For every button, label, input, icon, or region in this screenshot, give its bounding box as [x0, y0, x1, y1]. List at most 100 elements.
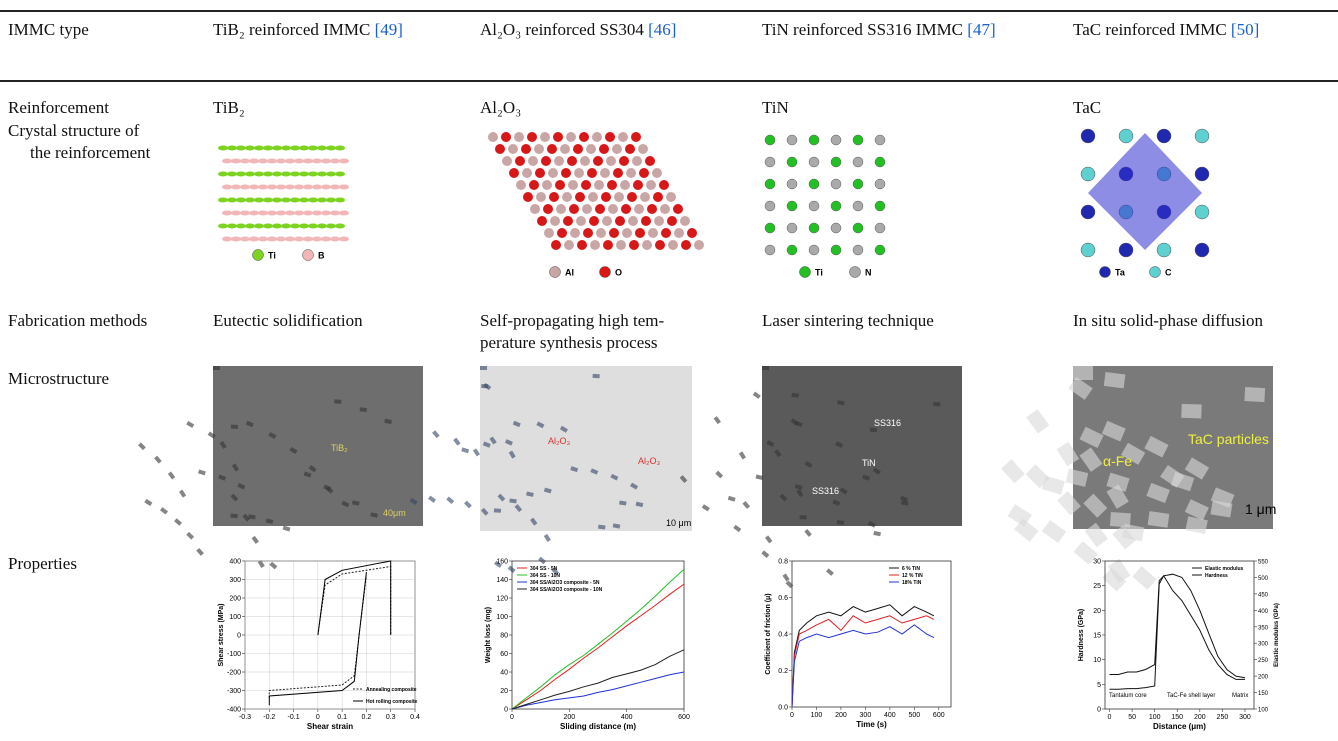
x-tick-label: 300 [860, 712, 872, 719]
x-tick-label: 0 [790, 712, 794, 719]
atom [561, 168, 571, 178]
grain [186, 532, 194, 540]
crystal-image [1081, 129, 1209, 257]
atom [249, 159, 259, 164]
atom [326, 172, 336, 177]
atom [335, 198, 345, 203]
y2-tick-label: 150 [1258, 691, 1269, 697]
atom [528, 156, 538, 166]
micro-label: TaC particles [1188, 431, 1269, 447]
y2-tick-label: 550 [1258, 560, 1269, 566]
y-tick-label: 30 [1093, 559, 1101, 566]
atom [549, 192, 559, 202]
crystal-image [488, 132, 704, 250]
atom [502, 156, 512, 166]
atom [339, 237, 349, 242]
atom [853, 157, 863, 167]
y-tick-label: 0 [1097, 707, 1101, 714]
atom [236, 146, 246, 151]
grain [473, 448, 480, 456]
atom [653, 192, 663, 202]
y-tick-label: 0.2 [778, 668, 788, 675]
atom [1081, 243, 1095, 257]
atom [290, 224, 300, 229]
atom [586, 144, 596, 154]
atom [680, 216, 690, 226]
y-tick-label: 0.6 [778, 595, 788, 602]
atom [569, 204, 579, 214]
y-tick-label: 15 [1093, 633, 1101, 640]
atom [290, 172, 300, 177]
atom [687, 228, 697, 238]
atom [285, 159, 295, 164]
atom [853, 223, 863, 233]
atom [1119, 129, 1133, 143]
atom [831, 179, 841, 189]
atom [317, 198, 327, 203]
micro-label: 40μm [383, 508, 406, 518]
atom [330, 185, 340, 190]
y2-tick-label: 200 [1258, 675, 1269, 681]
grain [544, 534, 551, 542]
atom [267, 159, 277, 164]
y-tick-label: 100 [496, 614, 508, 621]
atom [853, 135, 863, 145]
atom [659, 180, 669, 190]
atom [588, 192, 598, 202]
x-axis-label: Distance (μm) [1153, 722, 1206, 731]
atom [605, 132, 615, 142]
atom [240, 185, 250, 190]
atom [339, 159, 349, 164]
micro-label: 10 μm [666, 518, 691, 528]
y-axis-label: Shear stress (MPa) [218, 603, 225, 666]
y-axis-label: Hardness (GPa) [1078, 609, 1085, 662]
grain [213, 366, 220, 370]
atom [596, 228, 606, 238]
x-axis-label: Sliding distance (m) [560, 722, 636, 731]
atom [765, 223, 775, 233]
atom [258, 185, 268, 190]
atom [673, 204, 683, 214]
atom [655, 240, 665, 250]
atom [553, 132, 563, 142]
y-tick-label: 0 [237, 633, 241, 640]
series-line [792, 625, 934, 707]
atom [551, 240, 561, 250]
micrograph [762, 366, 962, 526]
atom [281, 172, 291, 177]
atom [638, 144, 648, 154]
atom [765, 201, 775, 211]
plot-frame [1105, 561, 1254, 709]
atom [616, 240, 626, 250]
atom [299, 224, 309, 229]
grain [138, 442, 146, 450]
atom [600, 168, 610, 178]
atom [634, 204, 644, 214]
grain [446, 496, 454, 504]
atom [560, 144, 570, 154]
atom [258, 159, 268, 164]
atom [495, 144, 505, 154]
atom [335, 146, 345, 151]
atom [227, 146, 237, 151]
y-tick-label: 120 [496, 596, 508, 603]
atom [290, 198, 300, 203]
atom [285, 185, 295, 190]
atom [640, 192, 650, 202]
atom [875, 245, 885, 255]
atom [809, 179, 819, 189]
atom [272, 198, 282, 203]
atom [501, 132, 511, 142]
y-tick-label: 200 [229, 596, 241, 603]
atom [654, 216, 664, 226]
atom [263, 172, 273, 177]
y2-tick-label: 400 [1258, 609, 1269, 615]
series-line [512, 584, 684, 709]
x-tick-label: 600 [933, 712, 945, 719]
atom [245, 146, 255, 151]
atom [570, 228, 580, 238]
atom [853, 179, 863, 189]
atom [562, 192, 572, 202]
atom [1081, 167, 1095, 181]
atom [330, 237, 340, 242]
